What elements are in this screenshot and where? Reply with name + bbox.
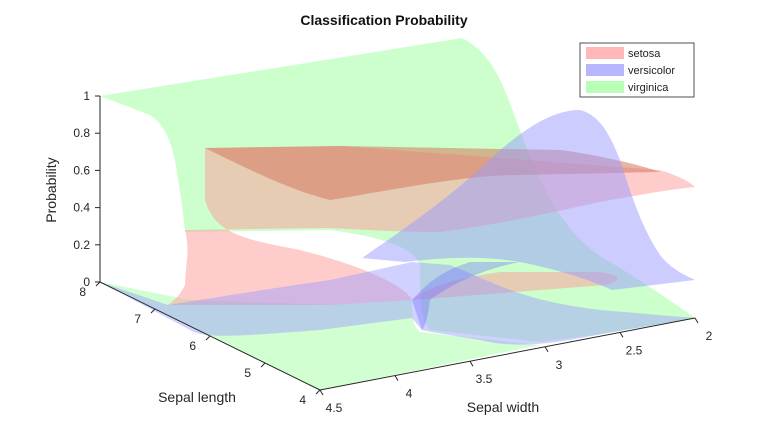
y-tick-label: 6 bbox=[189, 339, 196, 353]
legend-swatch-virginica bbox=[586, 81, 624, 93]
legend: setosa versicolor virginica bbox=[579, 42, 695, 98]
x-axis-label: Sepal width bbox=[467, 399, 539, 415]
x-tick-label: 3.5 bbox=[476, 372, 493, 386]
probability-surfaces bbox=[100, 38, 695, 390]
series-virginica-floor bbox=[100, 282, 540, 390]
z-tick-label: 0.8 bbox=[73, 126, 90, 140]
series-versicolor-front-sheet bbox=[412, 262, 520, 330]
x-tick-label: 3 bbox=[556, 358, 563, 372]
y-tick-label: 4 bbox=[299, 393, 306, 407]
y-tick-mark bbox=[260, 362, 266, 368]
z-tick-label: 0 bbox=[83, 275, 90, 289]
y-tick-mark bbox=[95, 281, 101, 287]
x-tick-mark bbox=[469, 360, 474, 367]
y-tick-label: 8 bbox=[79, 285, 86, 299]
legend-swatch-setosa bbox=[586, 47, 624, 59]
y-tick-mark bbox=[150, 308, 156, 314]
legend-label-versicolor: versicolor bbox=[628, 65, 675, 77]
x-tick-label: 4.5 bbox=[326, 401, 343, 415]
legend-label-setosa: setosa bbox=[628, 48, 661, 60]
z-tick-label: 1 bbox=[83, 89, 90, 103]
z-tick-label: 0.6 bbox=[73, 163, 90, 177]
z-tick-label: 0.4 bbox=[73, 201, 90, 215]
x-tick-label: 4 bbox=[406, 387, 413, 401]
series-versicolor-surface bbox=[362, 110, 695, 290]
legend-swatch-versicolor bbox=[586, 64, 624, 76]
x-tick-mark bbox=[694, 317, 699, 324]
y-tick-label: 5 bbox=[244, 366, 251, 380]
x-axis-line bbox=[319, 317, 696, 391]
x-tick-mark bbox=[394, 375, 399, 381]
x-tick-mark bbox=[544, 346, 549, 353]
x-tick-label: 2.5 bbox=[626, 343, 643, 357]
series-versicolor-floor bbox=[100, 262, 695, 345]
y-tick-mark bbox=[205, 335, 211, 341]
legend-label-virginica: virginica bbox=[628, 82, 669, 94]
y-tick-mark bbox=[315, 389, 321, 395]
z-axis-label: Probability bbox=[43, 157, 59, 222]
axis-ticks: 0 0.2 0.4 0.6 0.8 1 4 5 6 7 8 2 2.5 3 3.5 4 4.5 bbox=[73, 89, 712, 415]
y-tick-label: 7 bbox=[134, 312, 141, 326]
x-tick-mark bbox=[319, 389, 324, 396]
z-tick-label: 0.2 bbox=[73, 238, 90, 252]
y-axis-label: Sepal length bbox=[158, 389, 236, 405]
x-tick-label: 2 bbox=[706, 329, 713, 343]
chart-title: Classification Probability bbox=[300, 12, 467, 28]
x-tick-mark bbox=[619, 332, 624, 338]
